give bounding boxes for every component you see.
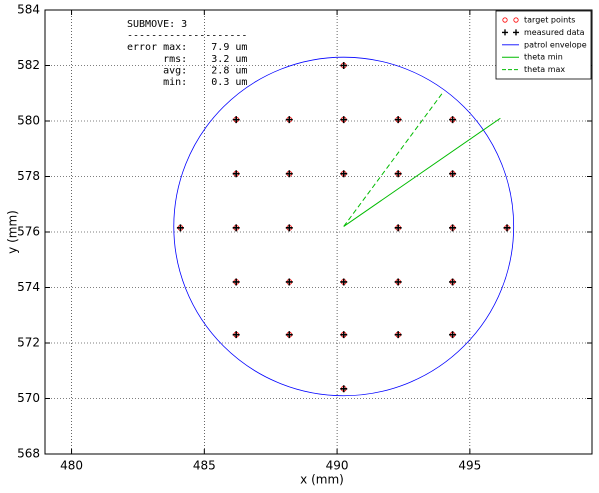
measured-point xyxy=(449,170,457,178)
measured-point xyxy=(232,170,240,178)
legend-label: theta max xyxy=(524,65,565,74)
measured-point xyxy=(449,278,457,286)
legend-label: patrol envelope xyxy=(524,40,587,49)
y-tick-label: 576 xyxy=(17,225,40,239)
y-tick-label: 568 xyxy=(17,447,40,461)
measured-point xyxy=(340,62,348,69)
measured-point xyxy=(232,116,240,124)
x-axis-label: x (mm) xyxy=(300,473,344,487)
plot-frame xyxy=(44,9,593,455)
measured-point xyxy=(176,224,184,232)
y-tick-label: 570 xyxy=(17,391,40,405)
y-tick-label: 572 xyxy=(17,336,40,350)
legend-symbol xyxy=(502,17,508,23)
annotation-line: -------------------- xyxy=(127,31,247,42)
measured-point xyxy=(449,224,457,232)
x-tick-label: 480 xyxy=(60,459,83,473)
measured-point xyxy=(285,224,293,232)
measured-point xyxy=(340,331,348,339)
measured-point xyxy=(232,331,240,339)
measured-point xyxy=(340,278,348,286)
theta-line xyxy=(343,91,444,227)
measured-point xyxy=(394,224,402,232)
annotation-line: SUBMOVE: 3 xyxy=(127,19,187,30)
annotation-line: rms: 3.2 um xyxy=(127,54,247,65)
legend-label: measured data xyxy=(524,28,585,37)
measured-point xyxy=(285,331,293,339)
measured-point xyxy=(449,116,457,124)
y-tick-label: 582 xyxy=(17,58,40,72)
measured-point xyxy=(340,385,348,393)
theta-line xyxy=(343,117,501,227)
x-tick-label: 495 xyxy=(458,459,481,473)
legend-symbol xyxy=(513,17,519,23)
x-tick-label: 490 xyxy=(326,459,349,473)
x-tick-label: 485 xyxy=(193,459,216,473)
annotation-line: avg: 2.8 um xyxy=(127,65,247,76)
legend-symbol xyxy=(502,29,508,36)
measured-point xyxy=(285,170,293,178)
legend-symbol xyxy=(513,29,519,36)
y-tick-label: 574 xyxy=(17,280,40,294)
y-tick-label: 578 xyxy=(17,169,40,183)
measured-point xyxy=(394,116,402,124)
legend-label: theta min xyxy=(524,53,563,62)
y-tick-label: 580 xyxy=(17,114,40,128)
measured-point xyxy=(285,116,293,124)
measured-point xyxy=(232,278,240,286)
legend-label: target points xyxy=(524,16,575,25)
annotation-line: error max: 7.9 um xyxy=(127,42,247,53)
measured-point xyxy=(232,224,240,232)
measured-point xyxy=(394,278,402,286)
measured-point xyxy=(394,170,402,178)
measured-point xyxy=(285,278,293,286)
measured-point xyxy=(394,331,402,339)
patrol-envelope xyxy=(173,56,515,397)
measured-point xyxy=(340,170,348,178)
y-axis-label: y (mm) xyxy=(6,210,20,254)
y-tick-label: 584 xyxy=(17,3,40,17)
measured-point xyxy=(449,331,457,339)
annotation-line: min: 0.3 um xyxy=(127,77,247,88)
measured-point xyxy=(503,224,511,232)
measured-point xyxy=(340,116,348,124)
